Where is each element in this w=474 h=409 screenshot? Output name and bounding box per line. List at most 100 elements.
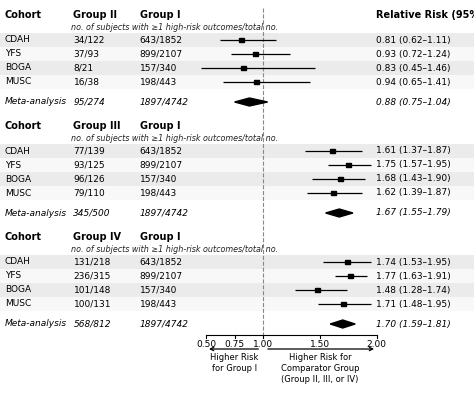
Bar xyxy=(331,191,336,195)
Text: Meta-analysis: Meta-analysis xyxy=(5,209,67,218)
Bar xyxy=(239,38,244,42)
Text: BOGA: BOGA xyxy=(5,175,31,184)
Text: YFS: YFS xyxy=(5,272,21,281)
Bar xyxy=(338,177,343,181)
Text: 643/1852: 643/1852 xyxy=(140,258,183,267)
Text: 899/2107: 899/2107 xyxy=(140,272,183,281)
Text: 37/93: 37/93 xyxy=(73,49,100,58)
Text: 0.81 (0.62–1.11): 0.81 (0.62–1.11) xyxy=(376,36,451,45)
Text: 1897/4742: 1897/4742 xyxy=(140,319,189,328)
Text: MUSC: MUSC xyxy=(5,77,31,86)
Text: Group III: Group III xyxy=(73,121,121,131)
Text: 0.50: 0.50 xyxy=(196,340,216,349)
Text: 198/443: 198/443 xyxy=(140,299,177,308)
Text: 157/340: 157/340 xyxy=(140,63,177,72)
Bar xyxy=(241,66,246,70)
Bar xyxy=(253,52,257,56)
Text: CDAH: CDAH xyxy=(5,258,31,267)
Text: CDAH: CDAH xyxy=(5,146,31,155)
Text: BOGA: BOGA xyxy=(5,63,31,72)
FancyBboxPatch shape xyxy=(0,269,474,283)
FancyBboxPatch shape xyxy=(0,317,474,331)
Text: MUSC: MUSC xyxy=(5,299,31,308)
Text: 131/218: 131/218 xyxy=(73,258,111,267)
Text: 1.48 (1.28–1.74): 1.48 (1.28–1.74) xyxy=(376,285,451,294)
FancyBboxPatch shape xyxy=(0,61,474,75)
Bar xyxy=(345,260,350,264)
Text: 1.71 (1.48–1.95): 1.71 (1.48–1.95) xyxy=(376,299,451,308)
Text: Higher Risk for
Comparator Group
(Group II, III, or IV): Higher Risk for Comparator Group (Group … xyxy=(281,353,359,384)
FancyBboxPatch shape xyxy=(0,75,474,89)
Text: 157/340: 157/340 xyxy=(140,285,177,294)
Text: 1.74 (1.53–1.95): 1.74 (1.53–1.95) xyxy=(376,258,451,267)
Text: 1.68 (1.43–1.90): 1.68 (1.43–1.90) xyxy=(376,175,451,184)
Text: no. of subjects with ≥1 high-risk outcomes/total no.: no. of subjects with ≥1 high-risk outcom… xyxy=(72,23,279,32)
Text: Group IV: Group IV xyxy=(73,232,121,242)
Bar xyxy=(254,80,259,84)
Text: Cohort: Cohort xyxy=(5,232,42,242)
FancyBboxPatch shape xyxy=(0,95,474,109)
Polygon shape xyxy=(330,320,355,328)
FancyBboxPatch shape xyxy=(0,255,474,269)
Text: 1.70 (1.59–1.81): 1.70 (1.59–1.81) xyxy=(376,319,451,328)
Text: 236/315: 236/315 xyxy=(73,272,111,281)
Text: 198/443: 198/443 xyxy=(140,77,177,86)
Text: MUSC: MUSC xyxy=(5,189,31,198)
FancyBboxPatch shape xyxy=(0,33,474,47)
Text: 101/148: 101/148 xyxy=(73,285,111,294)
Text: Cohort: Cohort xyxy=(5,121,42,131)
Text: 157/340: 157/340 xyxy=(140,175,177,184)
FancyBboxPatch shape xyxy=(0,158,474,172)
Text: 93/125: 93/125 xyxy=(73,160,105,169)
Text: no. of subjects with ≥1 high-risk outcomes/total no.: no. of subjects with ≥1 high-risk outcom… xyxy=(72,245,279,254)
FancyBboxPatch shape xyxy=(0,283,474,297)
Polygon shape xyxy=(235,98,268,106)
Text: 1.67 (1.55–1.79): 1.67 (1.55–1.79) xyxy=(376,209,451,218)
Text: 16/38: 16/38 xyxy=(73,77,100,86)
FancyBboxPatch shape xyxy=(0,47,474,61)
Bar xyxy=(330,149,335,153)
Text: Group I: Group I xyxy=(140,232,180,242)
Text: 899/2107: 899/2107 xyxy=(140,49,183,58)
Text: 0.93 (0.72–1.24): 0.93 (0.72–1.24) xyxy=(376,49,451,58)
Text: 1.50: 1.50 xyxy=(310,340,330,349)
FancyBboxPatch shape xyxy=(0,297,474,311)
Text: 1897/4742: 1897/4742 xyxy=(140,209,189,218)
Text: Group I: Group I xyxy=(140,10,180,20)
FancyBboxPatch shape xyxy=(0,206,474,220)
Text: 77/139: 77/139 xyxy=(73,146,105,155)
Text: Higher Risk
for Group I: Higher Risk for Group I xyxy=(210,353,259,373)
Text: Group I: Group I xyxy=(140,121,180,131)
Text: Meta-analysis: Meta-analysis xyxy=(5,319,67,328)
Text: BOGA: BOGA xyxy=(5,285,31,294)
Text: 0.88 (0.75–1.04): 0.88 (0.75–1.04) xyxy=(376,97,451,106)
Text: 0.83 (0.45–1.46): 0.83 (0.45–1.46) xyxy=(376,63,451,72)
Text: 198/443: 198/443 xyxy=(140,189,177,198)
Text: Group II: Group II xyxy=(73,10,118,20)
Text: Meta-analysis: Meta-analysis xyxy=(5,97,67,106)
FancyBboxPatch shape xyxy=(0,186,474,200)
Text: 1.61 (1.37–1.87): 1.61 (1.37–1.87) xyxy=(376,146,451,155)
Text: 96/126: 96/126 xyxy=(73,175,105,184)
Bar xyxy=(315,288,320,292)
Text: 1.62 (1.39–1.87): 1.62 (1.39–1.87) xyxy=(376,189,451,198)
Text: YFS: YFS xyxy=(5,160,21,169)
Text: 899/2107: 899/2107 xyxy=(140,160,183,169)
Text: Cohort: Cohort xyxy=(5,10,42,20)
Bar xyxy=(348,274,353,278)
Text: 1897/4742: 1897/4742 xyxy=(140,97,189,106)
Text: 2.00: 2.00 xyxy=(367,340,387,349)
Text: 1.77 (1.63–1.91): 1.77 (1.63–1.91) xyxy=(376,272,451,281)
Text: CDAH: CDAH xyxy=(5,36,31,45)
Text: 100/131: 100/131 xyxy=(73,299,111,308)
Text: 1.00: 1.00 xyxy=(253,340,273,349)
Text: 8/21: 8/21 xyxy=(73,63,93,72)
Polygon shape xyxy=(326,209,353,217)
Text: YFS: YFS xyxy=(5,49,21,58)
Text: 1.75 (1.57–1.95): 1.75 (1.57–1.95) xyxy=(376,160,451,169)
Text: 643/1852: 643/1852 xyxy=(140,146,183,155)
Text: no. of subjects with ≥1 high-risk outcomes/total no.: no. of subjects with ≥1 high-risk outcom… xyxy=(72,134,279,143)
Text: 0.75: 0.75 xyxy=(225,340,245,349)
Text: 643/1852: 643/1852 xyxy=(140,36,183,45)
Text: 79/110: 79/110 xyxy=(73,189,105,198)
